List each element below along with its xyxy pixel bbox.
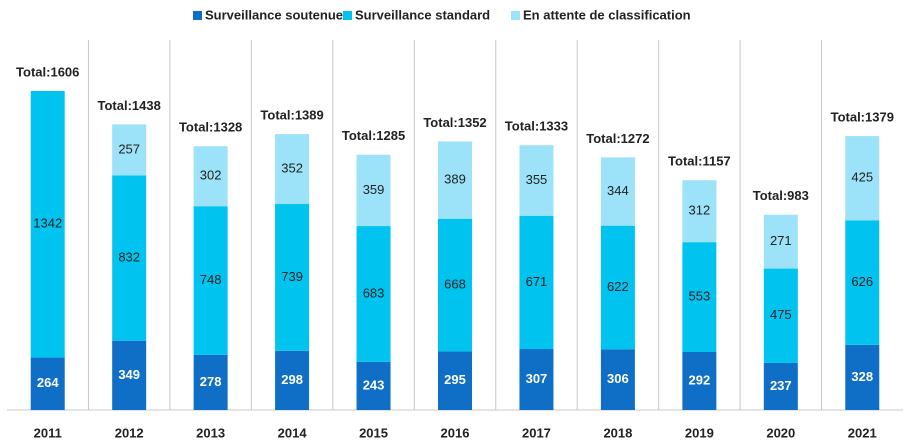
bar-segment <box>193 146 228 207</box>
value-label: 622 <box>607 279 629 294</box>
value-label: 352 <box>281 160 303 175</box>
total-label: Total:983 <box>753 188 809 203</box>
total-label: Total:1333 <box>505 119 568 134</box>
value-label: 355 <box>526 172 548 187</box>
x-tick-label: 2020 <box>766 425 795 440</box>
bar-segment <box>763 362 798 410</box>
value-label: 295 <box>444 372 466 387</box>
legend-label: Surveillance soutenue <box>205 7 343 22</box>
bar-segment <box>519 215 554 350</box>
value-label: 683 <box>363 285 385 300</box>
x-tick-label: 2014 <box>278 425 308 440</box>
value-label: 671 <box>526 274 548 289</box>
x-tick-label: 2012 <box>115 425 144 440</box>
value-label: 312 <box>689 203 711 218</box>
bar-segment <box>356 361 391 410</box>
value-label: 264 <box>37 375 59 390</box>
x-tick-label: 2011 <box>34 425 62 440</box>
bar-segment <box>845 136 880 221</box>
value-label: 344 <box>607 183 629 198</box>
bar-segment <box>763 214 798 269</box>
bar-segment <box>356 154 391 227</box>
bar-segment <box>845 220 880 345</box>
bar-segment <box>600 157 635 226</box>
value-label: 237 <box>770 378 792 393</box>
value-label: 626 <box>851 274 873 289</box>
bar-segment <box>30 91 65 358</box>
x-tick-label: 2018 <box>603 425 632 440</box>
total-label: Total:1157 <box>668 154 731 169</box>
x-tick-label: 2019 <box>685 425 714 440</box>
bar-segment <box>763 268 798 363</box>
value-label: 243 <box>363 377 385 392</box>
bar-segment <box>682 180 717 243</box>
value-label: 349 <box>118 367 140 382</box>
value-label: 389 <box>444 172 466 187</box>
legend-swatch <box>343 11 352 20</box>
x-tick-label: 2017 <box>522 425 551 440</box>
value-label: 748 <box>200 272 222 287</box>
value-label: 425 <box>851 170 873 185</box>
legend-label: En attente de classification <box>523 7 691 22</box>
value-label: 475 <box>770 307 792 322</box>
bar-segment <box>600 349 635 410</box>
bar-segment <box>519 349 554 410</box>
bar-segment <box>438 351 472 410</box>
value-label: 739 <box>281 269 303 284</box>
value-label: 668 <box>444 276 466 291</box>
bar-segment <box>275 204 310 351</box>
x-tick-label: 2013 <box>196 425 225 440</box>
legend-label: Surveillance standard <box>355 7 490 22</box>
total-label: Total:1328 <box>179 120 242 135</box>
value-label: 359 <box>363 182 385 197</box>
bar-segment <box>682 352 717 410</box>
bar-segment <box>438 141 472 219</box>
bar-segment <box>30 357 65 410</box>
bar-segment <box>112 340 147 410</box>
value-label: 328 <box>851 369 873 384</box>
value-label: 307 <box>526 371 548 386</box>
bar-segment <box>275 134 310 205</box>
bar-segment <box>275 350 310 410</box>
bar-segment <box>193 354 228 410</box>
value-label: 271 <box>770 233 792 248</box>
bar-segment <box>845 344 880 410</box>
total-label: Total:1272 <box>586 131 649 146</box>
value-label: 553 <box>689 289 711 304</box>
value-label: 1342 <box>33 216 62 231</box>
value-label: 298 <box>281 372 303 387</box>
bar-segment <box>519 145 554 216</box>
value-label: 257 <box>118 141 140 156</box>
legend-swatch <box>193 11 202 20</box>
legend-swatch <box>511 11 520 20</box>
bar-segment <box>438 218 472 352</box>
bar-segment <box>112 175 147 341</box>
total-label: Total:1389 <box>260 108 323 123</box>
x-tick-label: 2021 <box>848 425 877 440</box>
value-label: 832 <box>118 249 140 264</box>
bar-segment <box>356 226 391 362</box>
bar-segment <box>682 242 717 352</box>
total-label: Total:1352 <box>423 115 486 130</box>
bar-segment <box>193 206 228 355</box>
x-tick-label: 2016 <box>441 425 470 440</box>
total-label: Total:1285 <box>342 128 405 143</box>
value-label: 278 <box>200 374 222 389</box>
value-label: 302 <box>200 168 222 183</box>
bar-segment <box>112 124 147 176</box>
total-label: Total:1606 <box>16 64 79 79</box>
total-label: Total:1379 <box>831 110 894 125</box>
total-label: Total:1438 <box>98 98 161 113</box>
value-label: 292 <box>689 372 711 387</box>
x-tick-label: 2015 <box>359 425 388 440</box>
bar-segment <box>600 225 635 350</box>
value-label: 306 <box>607 371 629 386</box>
